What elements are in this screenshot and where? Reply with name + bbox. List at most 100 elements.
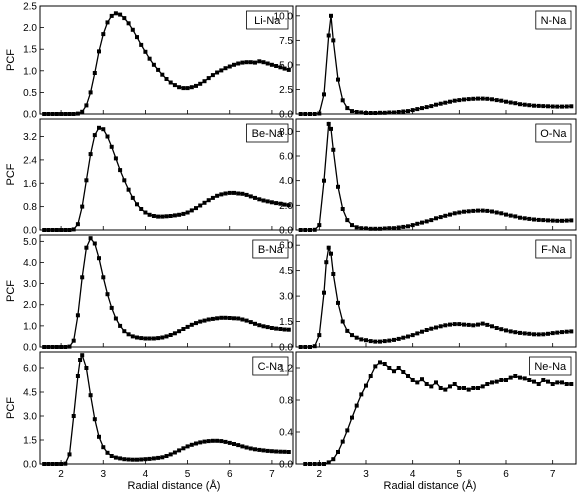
x-tick-label: 2	[317, 469, 323, 480]
data-point	[518, 330, 522, 335]
y-tick-label: 4.0	[23, 258, 37, 269]
data-point	[504, 99, 508, 104]
data-point	[392, 337, 396, 342]
y-tick-label: 0.0	[279, 460, 293, 471]
data-point	[168, 333, 173, 337]
data-point	[113, 156, 118, 161]
data-point	[340, 319, 345, 324]
data-point	[177, 329, 182, 334]
data-point	[80, 275, 85, 280]
pair-label: B-Na	[258, 244, 284, 256]
data-point	[504, 378, 508, 382]
data-point	[532, 379, 536, 384]
data-point	[177, 448, 182, 453]
data-point	[303, 228, 308, 232]
data-point	[536, 103, 541, 108]
data-point	[378, 360, 382, 365]
data-point	[63, 345, 68, 349]
data-point	[392, 226, 396, 231]
data-point	[185, 210, 190, 215]
data-point	[480, 96, 485, 101]
data-point	[122, 178, 127, 183]
data-point	[236, 443, 241, 448]
plot-frame	[295, 118, 577, 231]
y-tick-label: 2.0	[23, 300, 37, 311]
data-point	[452, 211, 457, 216]
data-point	[354, 335, 359, 340]
pcf-curve	[44, 236, 289, 348]
data-point	[322, 462, 326, 466]
data-point	[490, 324, 494, 329]
data-point	[555, 380, 560, 385]
data-point	[257, 197, 262, 202]
data-point	[232, 62, 236, 67]
data-point	[181, 327, 186, 331]
data-point	[406, 109, 410, 114]
data-point	[550, 331, 555, 336]
data-point	[286, 67, 291, 72]
y-tick-label: 0.0	[279, 110, 293, 121]
data-point	[429, 384, 434, 389]
data-point	[261, 198, 266, 203]
data-point	[181, 446, 186, 451]
x-tick-label: 6	[227, 469, 233, 480]
data-point	[143, 49, 148, 54]
panel-o-na: 0.0 2.0 4.0 6.0 8.0 O-Na	[279, 118, 577, 237]
data-point	[244, 192, 249, 197]
data-point	[109, 144, 114, 149]
data-point	[410, 223, 415, 228]
data-point	[265, 325, 270, 330]
x-tick-label: 5	[185, 469, 191, 480]
pair-label-box	[535, 123, 572, 143]
data-point	[298, 345, 303, 349]
y-tick-label: 0.0	[279, 343, 293, 354]
data-point	[378, 339, 382, 344]
data-point	[359, 337, 364, 342]
data-point	[373, 111, 378, 115]
data-point	[227, 190, 232, 195]
data-point	[223, 315, 228, 320]
data-point	[135, 335, 139, 340]
data-point	[401, 370, 406, 374]
data-point	[350, 223, 354, 228]
pair-label-box	[529, 356, 572, 376]
data-point	[109, 13, 114, 18]
y-tick-label: 1.5	[279, 317, 293, 328]
data-point	[244, 60, 249, 65]
pair-label: F-Na	[541, 244, 566, 256]
data-point	[126, 457, 131, 462]
data-point	[168, 452, 173, 457]
y-tick-label: 3.0	[23, 412, 37, 423]
y-tick-label: 2.4	[23, 155, 37, 166]
data-point	[50, 345, 55, 349]
data-point	[265, 199, 270, 204]
data-point	[308, 345, 312, 349]
data-point	[569, 329, 574, 334]
data-point	[541, 104, 546, 109]
data-point	[303, 345, 308, 349]
data-point	[160, 335, 165, 340]
data-point	[248, 194, 253, 199]
data-point	[253, 60, 257, 65]
data-point	[550, 382, 555, 386]
data-point	[485, 96, 490, 101]
data-point	[101, 445, 106, 450]
data-point	[350, 415, 354, 420]
data-point	[452, 322, 457, 327]
data-point	[282, 202, 287, 207]
data-point	[536, 382, 541, 386]
data-point	[236, 61, 241, 66]
data-point	[364, 226, 368, 231]
data-point	[202, 439, 207, 444]
data-point	[42, 345, 47, 349]
data-point	[322, 92, 326, 97]
data-point	[206, 198, 211, 203]
data-point	[240, 60, 245, 65]
data-point	[172, 83, 177, 88]
data-point	[317, 462, 322, 466]
pair-label-box	[246, 123, 289, 143]
y-tick-label: 1.5	[23, 45, 37, 56]
data-point	[202, 79, 207, 84]
data-point	[364, 338, 368, 343]
data-point	[396, 366, 401, 370]
